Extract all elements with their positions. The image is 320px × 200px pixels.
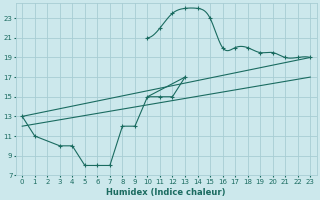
X-axis label: Humidex (Indice chaleur): Humidex (Indice chaleur) — [107, 188, 226, 197]
